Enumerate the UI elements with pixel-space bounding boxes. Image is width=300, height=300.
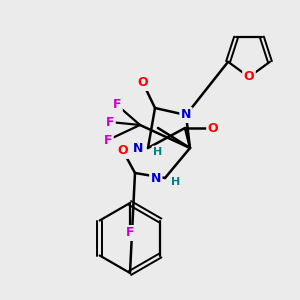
- Text: O: O: [208, 122, 218, 134]
- Text: O: O: [138, 76, 148, 89]
- Text: F: F: [104, 134, 112, 146]
- Text: N: N: [133, 142, 143, 154]
- Text: H: H: [171, 177, 180, 187]
- Text: N: N: [151, 172, 161, 184]
- Text: F: F: [106, 116, 114, 128]
- Text: O: O: [118, 145, 128, 158]
- Text: O: O: [244, 70, 254, 83]
- Text: H: H: [153, 147, 162, 157]
- Text: F: F: [126, 226, 134, 239]
- Text: N: N: [181, 109, 191, 122]
- Text: F: F: [113, 98, 121, 112]
